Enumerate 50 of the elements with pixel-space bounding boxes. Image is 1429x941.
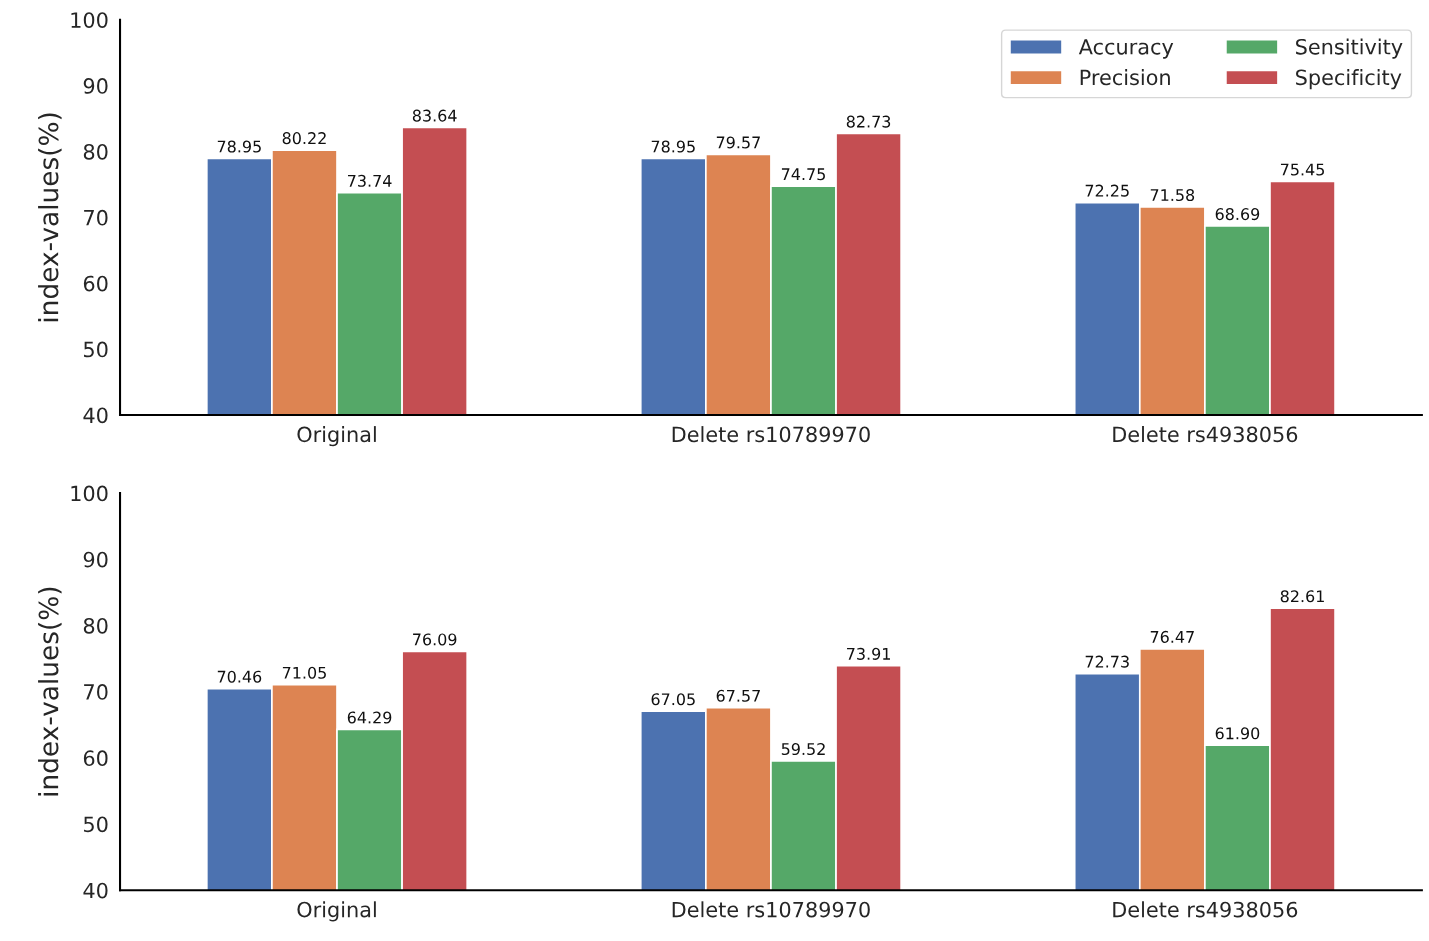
data-label: 61.90 (1215, 727, 1260, 740)
x-tick-label: Original (297, 426, 376, 447)
x-tick-label: Original (297, 901, 376, 922)
data-label: 75.45 (1280, 163, 1324, 176)
y-tick-label: 70 (84, 684, 108, 700)
data-label: 83.64 (412, 109, 457, 122)
data-label: 80.22 (282, 132, 326, 145)
y-tick-label: 60 (83, 750, 108, 767)
y-tick-label: 100 (71, 12, 108, 28)
data-label: 78.95 (217, 140, 261, 153)
data-label: 71.05 (282, 666, 326, 679)
y-tick-label: 40 (83, 882, 108, 899)
data-label: 73.74 (348, 174, 392, 187)
data-label: 68.69 (1215, 208, 1260, 221)
x-tick-label: Delete rs4938056 (1113, 901, 1298, 918)
data-label: 79.57 (716, 136, 760, 149)
legend-label: Precision (1080, 69, 1170, 86)
data-label: 72.25 (1085, 184, 1129, 197)
data-label: 59.52 (781, 743, 825, 756)
data-label: 67.57 (716, 689, 760, 702)
y-tick-label: 80 (83, 617, 108, 634)
x-tick-label: Delete rs10789970 (672, 426, 870, 443)
x-tick-label: Delete rs10789970 (672, 901, 870, 918)
data-label: 82.61 (1280, 590, 1324, 603)
data-label: 82.73 (846, 115, 891, 128)
data-label: 76.09 (413, 633, 457, 646)
data-label: 78.95 (651, 140, 695, 153)
y-tick-label: 60 (83, 275, 108, 292)
legend-label: Sensitivity (1296, 38, 1403, 59)
legend-label: Specificity (1296, 69, 1402, 90)
y-tick-label: 50 (84, 341, 108, 358)
y-tick-label: 70 (84, 209, 108, 226)
data-label: 74.75 (781, 168, 825, 181)
y-tick-label: 100 (71, 485, 108, 502)
y-axis-title: index-values(%) (38, 587, 62, 796)
x-tick-label: Delete rs4938056 (1113, 426, 1298, 443)
data-label: 64.29 (347, 711, 392, 724)
data-label: 72.73 (1085, 655, 1129, 668)
y-tick-label: 40 (83, 407, 108, 424)
y-tick-label: 80 (83, 143, 108, 160)
y-tick-label: 90 (83, 78, 108, 94)
data-label: 76.47 (1150, 630, 1194, 643)
data-label: 70.46 (217, 670, 262, 683)
y-axis-title: index-values(%) (38, 113, 62, 322)
data-label: 71.58 (1150, 189, 1195, 202)
data-label: 67.05 (651, 693, 695, 706)
legend-label: Accuracy (1078, 39, 1174, 59)
y-tick-label: 90 (83, 551, 108, 568)
y-tick-label: 50 (84, 816, 108, 833)
data-label: 73.91 (847, 647, 890, 660)
